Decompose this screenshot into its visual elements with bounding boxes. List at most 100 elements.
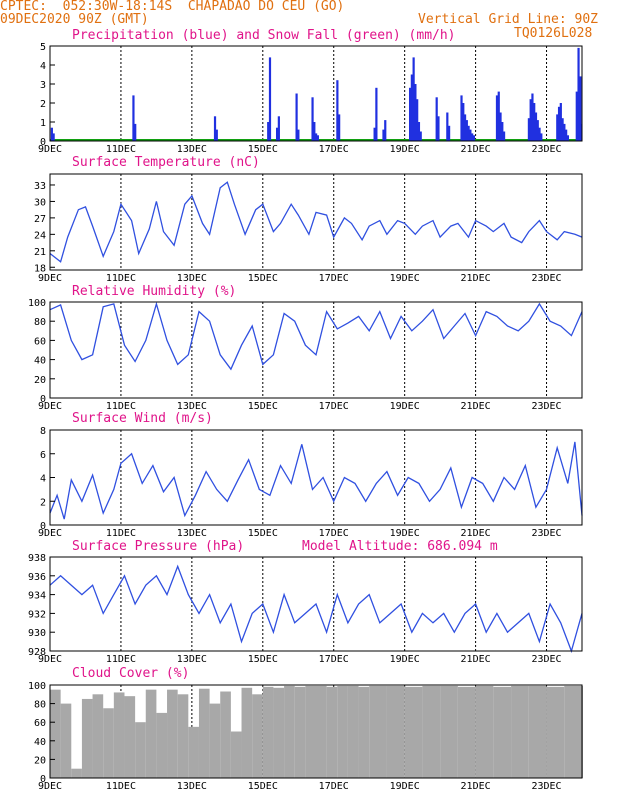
- cloud-cover-bar: [347, 685, 359, 778]
- x-tick-label: 15DEC: [248, 781, 278, 792]
- y-tick-label: 4: [40, 474, 46, 485]
- x-tick-label: 17DEC: [319, 273, 349, 284]
- precip-bar: [134, 123, 137, 141]
- cloud-cover-bar: [198, 688, 210, 778]
- x-tick-label: 13DEC: [177, 528, 207, 539]
- y-tick-label: 24: [34, 230, 46, 241]
- y-tick-label: 33: [34, 181, 46, 192]
- precip-bar: [534, 112, 538, 141]
- cloud-cover-bar: [358, 686, 370, 778]
- header-station: CPTEC: 052:30W-18:14S CHAPADAO DO CEU (G…: [0, 0, 345, 14]
- y-tick-label: 8: [40, 426, 46, 437]
- cloud-cover-bar: [564, 685, 582, 778]
- x-tick-label: 15DEC: [248, 273, 278, 284]
- cloud-cover-bar: [546, 686, 565, 778]
- precip-bar: [577, 47, 580, 141]
- cloud-cover-bar: [326, 686, 338, 778]
- x-tick-label: 21DEC: [461, 781, 491, 792]
- y-tick-label: 18: [34, 263, 46, 274]
- precip-bar: [565, 129, 568, 141]
- y-tick-label: 40: [34, 356, 46, 367]
- precip-bar: [384, 120, 387, 141]
- cloud-cover-bar: [220, 691, 231, 778]
- precip-bar: [462, 103, 465, 141]
- x-tick-label: 9DEC: [38, 654, 62, 665]
- y-tick-label: 60: [34, 336, 46, 347]
- precip-bar: [563, 123, 566, 141]
- x-tick-label: 11DEC: [106, 781, 136, 792]
- cloud-cover-bar: [475, 685, 494, 778]
- y-tick-label: 27: [34, 214, 46, 225]
- y-tick-label: 3: [40, 80, 46, 91]
- panel-precip: 0 1 2 3 4 5 9DEC 11DEC 13DEC 15DEC 17DEC 19DEC 21DEC…: [38, 42, 583, 155]
- x-tick-label: 13DEC: [177, 654, 207, 665]
- precip-bar: [412, 57, 415, 141]
- y-tick-label: 30: [34, 197, 46, 208]
- panel-temp: 18 21 24 27 30 33 9DEC 11DEC 13DEC 15DEC 17DEC 19DE…: [34, 173, 583, 284]
- precip-bar: [382, 129, 385, 141]
- plot-frame: [49, 173, 583, 271]
- cloud-cover-bar: [71, 768, 82, 778]
- x-tick-label: 13DEC: [177, 401, 207, 412]
- precip-bar: [435, 97, 438, 141]
- y-tick-label: 928: [28, 647, 46, 658]
- precip-bar: [561, 118, 564, 141]
- y-tick-label: 0: [40, 774, 46, 785]
- header-grid-line: Vertical Grid Line: 90Z: [418, 12, 599, 27]
- plot-frame: [49, 556, 583, 652]
- precip-bar: [497, 91, 500, 141]
- y-tick-label: 2: [40, 99, 46, 110]
- y-tick-label: 934: [28, 591, 46, 602]
- precip-bar: [416, 99, 419, 141]
- y-tick-label: 936: [28, 572, 46, 583]
- cloud-cover-bar: [156, 712, 168, 778]
- cloud-cover-bar: [440, 685, 458, 778]
- x-tick-label: 17DEC: [319, 654, 349, 665]
- cloud-cover-bar: [386, 685, 405, 778]
- x-tick-label: 13DEC: [177, 144, 207, 155]
- panel-title-pres: Surface Pressure (hPa): [72, 539, 245, 554]
- cloud-cover-bar: [262, 686, 274, 778]
- y-tick-label: 60: [34, 718, 46, 729]
- x-tick-label: 9DEC: [38, 781, 62, 792]
- precip-bar: [375, 87, 378, 141]
- precip-bar: [417, 122, 421, 141]
- y-tick-label: 40: [34, 737, 46, 748]
- cloud-cover-bar: [50, 689, 61, 778]
- y-tick-label: 100: [28, 298, 46, 309]
- precip-bar: [580, 123, 583, 141]
- x-tick-label: 15DEC: [248, 401, 278, 412]
- y-tick-label: 0: [40, 394, 46, 405]
- y-tick-label: 21: [34, 247, 46, 258]
- panel-title-cloud: Cloud Cover (%): [72, 666, 190, 681]
- panel-title-wind: Surface Wind (m/s): [72, 411, 213, 426]
- cloud-cover-bar: [305, 685, 316, 778]
- precip-bar: [538, 127, 541, 141]
- precip-bar: [502, 131, 506, 141]
- y-tick-label: 20: [34, 755, 46, 766]
- x-tick-label: 11DEC: [106, 273, 136, 284]
- x-tick-label: 23DEC: [531, 528, 561, 539]
- precip-bar: [267, 122, 270, 141]
- precip-bar: [501, 122, 504, 141]
- x-tick-label: 11DEC: [106, 144, 136, 155]
- x-tick-label: 21DEC: [461, 528, 491, 539]
- cloud-cover-bar: [145, 689, 157, 778]
- precip-bar: [410, 74, 413, 141]
- precip-bar: [463, 114, 467, 141]
- cloud-cover-bar: [284, 685, 295, 778]
- cloud-cover-bar: [252, 694, 263, 778]
- x-tick-label: 19DEC: [390, 273, 420, 284]
- plot-frame: [49, 301, 583, 399]
- x-tick-label: 17DEC: [319, 144, 349, 155]
- precip-bar: [215, 129, 218, 141]
- x-tick-label: 15DEC: [248, 528, 278, 539]
- y-tick-label: 1: [40, 118, 46, 129]
- precip-bar: [52, 133, 55, 141]
- x-tick-label: 17DEC: [319, 528, 349, 539]
- x-tick-label: 21DEC: [461, 144, 491, 155]
- cloud-cover-bar: [511, 685, 529, 778]
- precip-bar: [213, 116, 217, 141]
- precip-bar: [536, 120, 539, 141]
- precip-bar: [132, 95, 135, 141]
